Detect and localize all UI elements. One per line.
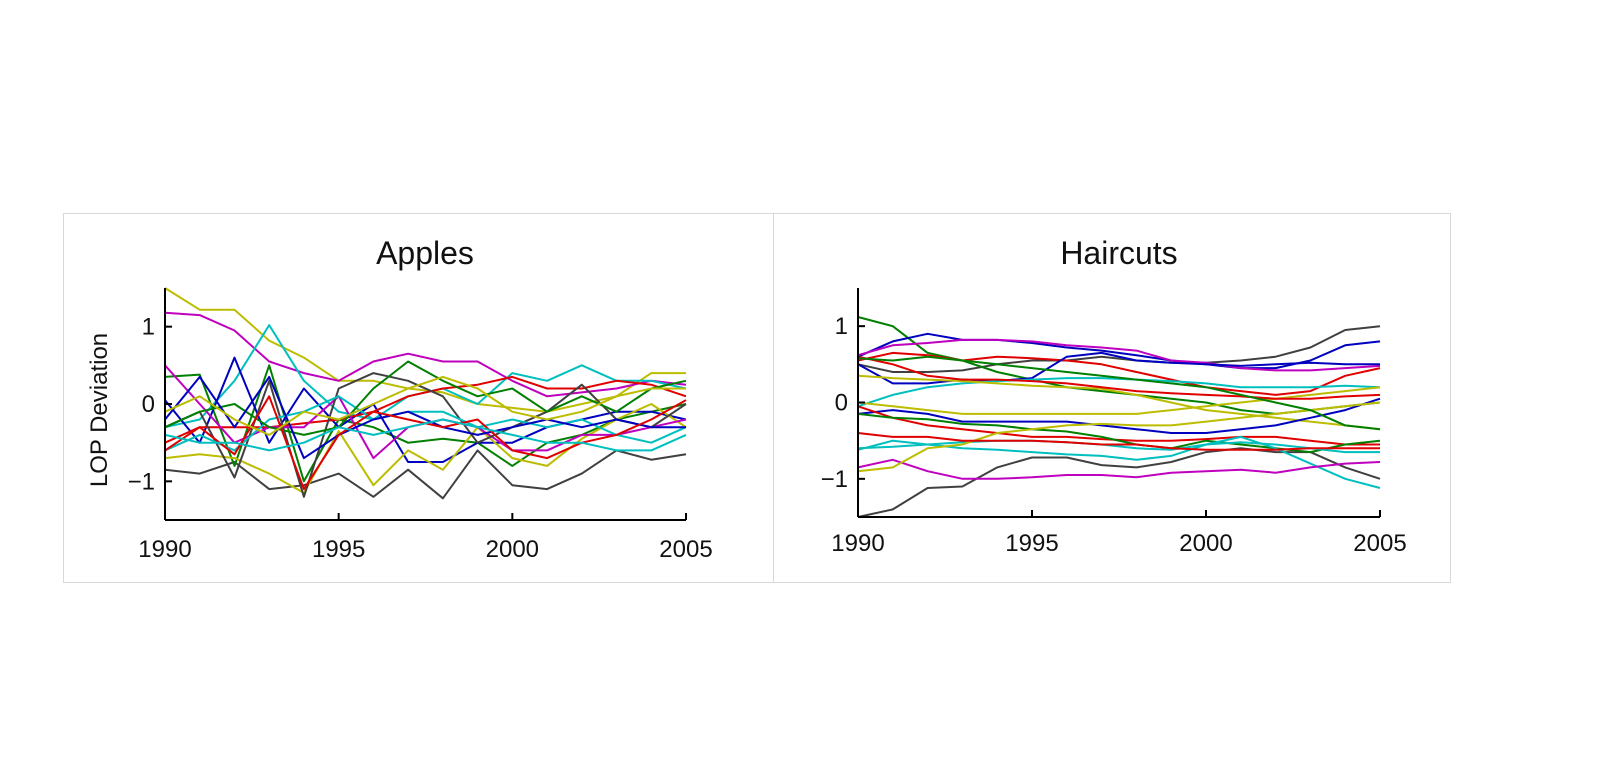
series-line-16 [164, 418, 687, 452]
series-line-13 [857, 412, 1381, 454]
series-line-20 [857, 432, 1380, 451]
series-line-11 [857, 397, 1381, 434]
x-tick-label: 1995 [1005, 530, 1058, 557]
series-line-11 [164, 395, 687, 452]
y-tick-label: −1 [821, 466, 848, 493]
chart-title: Apples [376, 235, 474, 271]
chart-title: Haircuts [1060, 235, 1177, 271]
series-line-1 [857, 447, 1381, 518]
figure-frame [63, 213, 1451, 583]
series-line-8 [857, 377, 1381, 408]
y-tick-label: 1 [142, 314, 155, 341]
y-tick-label: 0 [142, 391, 155, 418]
apples-panel: Apples LOP Deviation 1990 1995 2000 2005 −1 0 1 [86, 235, 713, 563]
x-tick-label: 2000 [486, 536, 539, 563]
series-line-8 [164, 403, 687, 494]
series-line-10 [857, 374, 1381, 431]
series-line-7 [857, 351, 1380, 385]
series-line-16 [857, 458, 1381, 480]
x-tick-label: 1990 [831, 530, 884, 557]
y-axis-label: LOP Deviation [86, 333, 113, 487]
y-tick-label: 1 [835, 313, 848, 340]
x-tick-label: 2000 [1179, 530, 1232, 557]
x-tick-label: 1995 [312, 536, 365, 563]
series-line-6 [164, 356, 687, 463]
series-line-17 [857, 401, 1381, 473]
series-line-4 [164, 449, 687, 500]
series-line-5 [857, 338, 1381, 372]
series-line-9 [857, 386, 1381, 415]
series-line-2 [164, 311, 687, 398]
panel-divider [773, 213, 774, 583]
y-tick-label: −1 [128, 468, 155, 495]
x-tick-label: 2005 [659, 536, 712, 563]
series-line-15 [164, 375, 686, 436]
series-line-2 [857, 325, 1381, 373]
y-tick-label: 0 [835, 390, 848, 417]
x-tick-label: 2005 [1353, 530, 1406, 557]
x-tick-label: 1990 [138, 536, 191, 563]
series-line-1 [164, 287, 686, 413]
series-line-18 [857, 355, 1381, 400]
series-line-10 [164, 372, 687, 498]
series-line-19 [857, 355, 1381, 431]
series-line-14 [857, 439, 1380, 454]
haircuts-panel: Haircuts 1990 1995 2000 2005 −1 0 1 [821, 235, 1407, 557]
series-line-13 [164, 375, 686, 460]
